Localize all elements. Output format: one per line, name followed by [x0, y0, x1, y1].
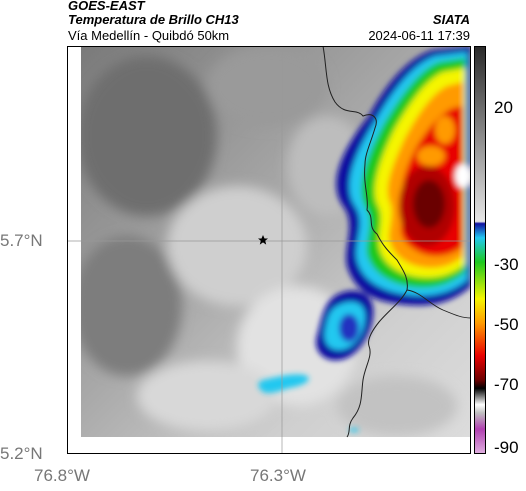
map-frame	[67, 46, 471, 454]
colorbar-label: -50	[494, 315, 519, 334]
department-boundary	[322, 46, 408, 438]
colorbar-label: 20	[494, 98, 513, 117]
graticule	[67, 46, 471, 454]
cloud-convection	[258, 46, 471, 432]
colorbar-label: -70	[494, 375, 519, 394]
lon-tick-label: 76.8°W	[34, 466, 90, 485]
star-icon[interactable]	[258, 235, 268, 245]
satellite-title: GOES-EAST	[68, 0, 145, 13]
organization-label: SIATA	[432, 12, 470, 27]
satellite-map[interactable]	[67, 46, 471, 454]
product-title: Temperatura de Brillo CH13	[68, 12, 239, 27]
lon-tick-label: 76.3°W	[250, 466, 306, 485]
brightness-image	[81, 46, 471, 437]
lat-tick-label: 5.7°N	[0, 231, 43, 250]
region-subtitle: Vía Medellín - Quibdó 50km	[68, 28, 230, 43]
lat-tick-label: 5.2°N	[0, 444, 43, 463]
colorbar-label: -30	[494, 255, 519, 274]
datetime-label: 2024-06-11 17:39	[368, 28, 470, 43]
colorbar-label: -90	[494, 438, 519, 457]
colorbar	[474, 46, 486, 454]
river-line	[406, 289, 471, 319]
